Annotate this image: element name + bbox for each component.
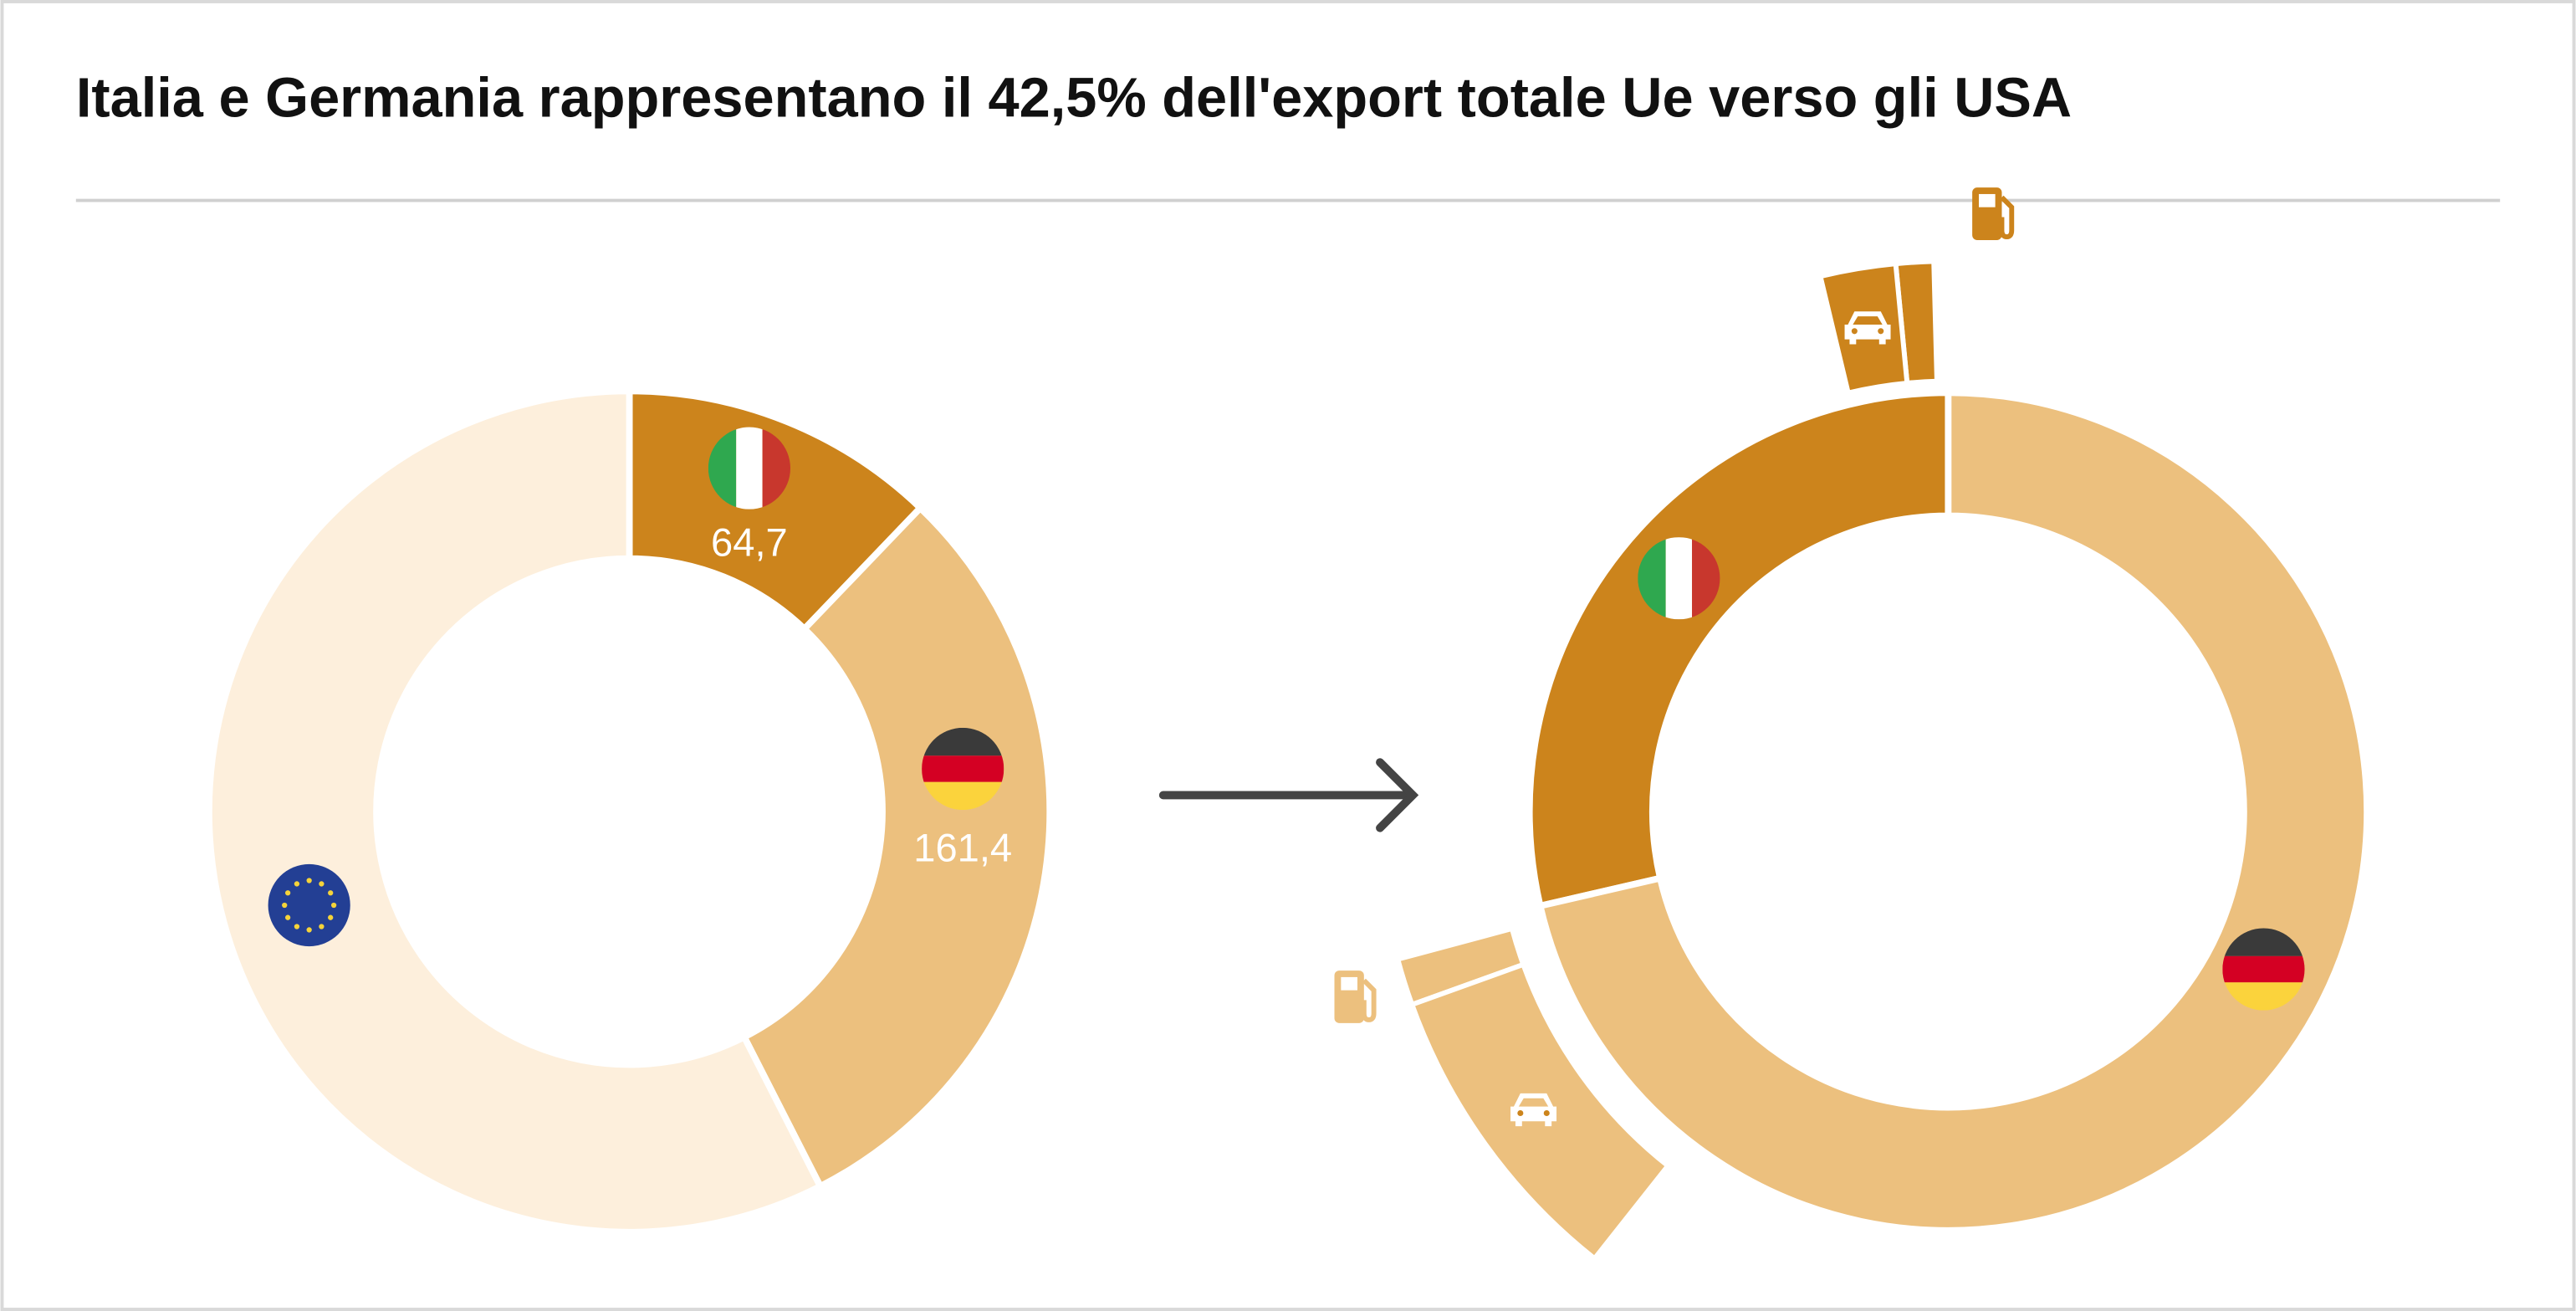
arrow: [1158, 758, 1419, 832]
donut-slice: [206, 387, 825, 1236]
chart-title: Italia e Germania rappresentano il 42,5%…: [76, 67, 2072, 129]
value-label: 64,7: [711, 520, 788, 564]
donut-slice: [1526, 389, 1952, 910]
value-label: 161,4: [913, 826, 1012, 870]
flag-italy: [1638, 537, 1720, 619]
plot: [206, 187, 2371, 1262]
donut-slice: [1536, 389, 2371, 1234]
flag-eu: [268, 863, 350, 947]
donut-slice: [626, 387, 925, 634]
flag-italy: [708, 428, 790, 510]
breakout-segment: [1394, 925, 1527, 1008]
donut-slice: [739, 503, 1054, 1191]
flag-germany: [2222, 928, 2304, 1010]
flag-germany: [922, 728, 1004, 810]
